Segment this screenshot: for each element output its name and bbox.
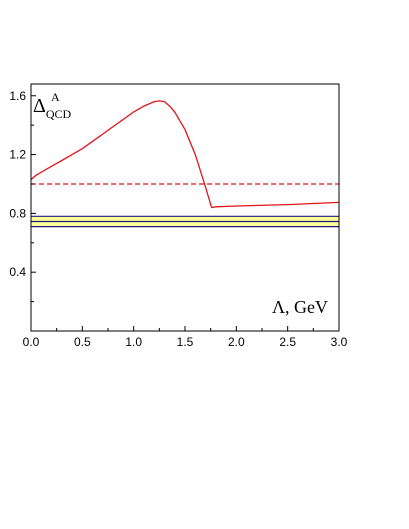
- series-line-solid: [30, 100, 340, 209]
- y-axis-label: ΔQCD: [33, 95, 72, 121]
- uncertainty-band: [31, 215, 339, 228]
- y-tick-label: 1.2: [9, 148, 26, 162]
- y-tick-label: 0.4: [9, 265, 26, 279]
- y-axis-label-superscript: A: [51, 90, 60, 104]
- plot-frame: [30, 83, 340, 332]
- y-tick-label: 1.6: [9, 89, 26, 103]
- y-axis-label-main: Δ: [33, 95, 46, 117]
- x-tick-label: 2.5: [279, 335, 296, 349]
- x-axis-ticks: 0.0 0.5 1.0 1.5 2.0 2.5 3.0: [23, 326, 348, 349]
- x-tick-label: 0.5: [74, 335, 91, 349]
- x-tick-label: 0.0: [23, 335, 40, 349]
- x-tick-label: 2.0: [228, 335, 245, 349]
- axes: [30, 83, 340, 332]
- series-layer: [30, 100, 340, 209]
- x-axis-label: Λ, GeV: [272, 297, 328, 317]
- y-tick-label: 0.8: [9, 206, 26, 220]
- x-tick-label: 3.0: [331, 335, 348, 349]
- x-tick-label: 1.5: [177, 335, 194, 349]
- x-tick-label: 1.0: [125, 335, 142, 349]
- y-axis-label-sub: QCD: [46, 107, 72, 121]
- y-axis-ticks: 0.4 0.8 1.2 1.6: [9, 89, 36, 303]
